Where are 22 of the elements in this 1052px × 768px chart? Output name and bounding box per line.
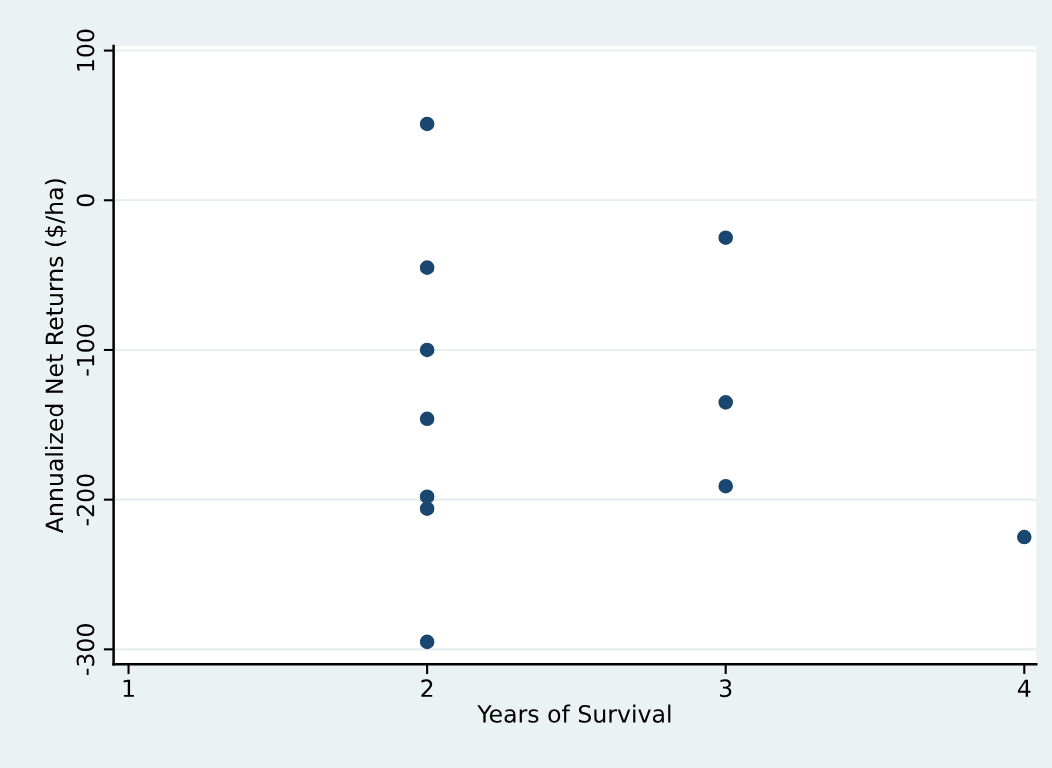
y-tick-label: -200: [76, 474, 95, 526]
y-axis-title: Annualized Net Returns ($/ha): [45, 179, 67, 534]
point: [718, 478, 733, 494]
y-tick-label: -100: [76, 324, 95, 376]
point: [419, 489, 435, 504]
x-tick-label: 1: [123, 679, 134, 697]
point: [419, 411, 435, 427]
x-tick-label: 4: [1017, 679, 1031, 697]
point: [419, 116, 435, 132]
y-tick-label: 100: [76, 29, 95, 71]
point: [419, 260, 435, 275]
x-tick-label: 3: [719, 679, 732, 698]
x-axis-title: Years of Survival: [477, 704, 671, 723]
y-tick-label: -300: [76, 624, 95, 675]
point: [718, 395, 733, 410]
y-tick-label: 0: [76, 194, 95, 207]
point: [718, 230, 733, 245]
x-tick-label: 2: [421, 679, 433, 697]
point: [419, 501, 435, 516]
point: [419, 634, 435, 650]
point: [1016, 529, 1032, 545]
point: [419, 342, 435, 358]
